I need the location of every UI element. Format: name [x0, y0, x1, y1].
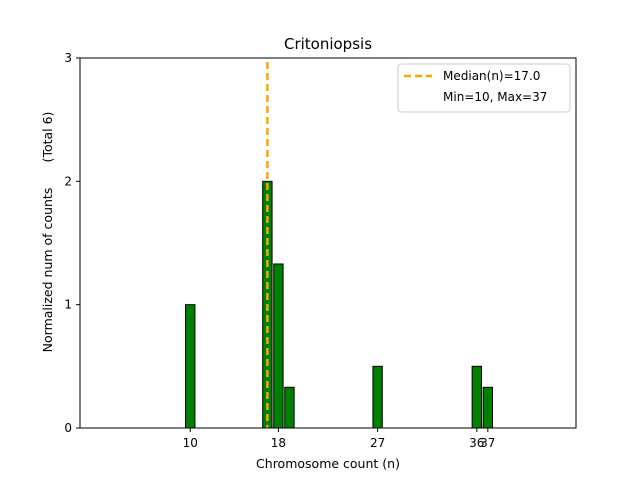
y-tick-label-3: 3: [64, 51, 72, 65]
x-tick-label-27: 27: [370, 436, 385, 450]
y-axis-total-note: (Total 6): [40, 112, 55, 163]
x-tick-label-36: 36: [469, 436, 484, 450]
x-tick-label-10: 10: [183, 436, 198, 450]
x-tick-label-18: 18: [271, 436, 286, 450]
x-axis-label: Chromosome count (n): [256, 456, 400, 471]
legend: Median(n)=17.0 Min=10, Max=37: [397, 63, 571, 113]
y-axis-label: Normalized num of counts: [40, 188, 55, 353]
bar-n-18: [273, 263, 284, 429]
bar-n-36: [471, 365, 482, 429]
chart-title: Critoniopsis: [284, 35, 372, 53]
x-tick-label-37: 37: [480, 436, 495, 450]
y-tick-label-1: 1: [64, 298, 72, 312]
bar-n-27: [372, 365, 383, 429]
legend-box: [397, 63, 571, 113]
bar-n-10: [185, 304, 196, 429]
legend-entry-range: Min=10, Max=37: [443, 90, 547, 104]
plot-frame: [79, 57, 577, 429]
y-ticks-layer: 0 1 2 3: [64, 51, 80, 435]
y-tick-label-2: 2: [64, 174, 72, 188]
legend-entry-median: Median(n)=17.0: [443, 69, 540, 83]
bar-n-37: [482, 386, 494, 429]
y-tick-label-0: 0: [64, 421, 72, 435]
bar-n-19: [284, 386, 295, 429]
